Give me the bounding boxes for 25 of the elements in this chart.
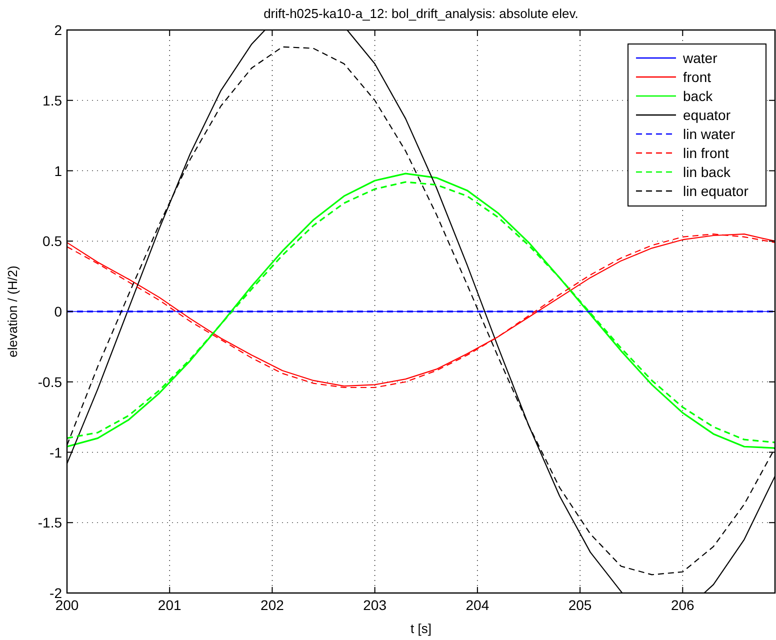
- x-tick-label: 201: [158, 597, 182, 613]
- legend-label: water: [682, 50, 718, 66]
- x-tick-label: 206: [670, 597, 695, 613]
- x-axis-title: t [s]: [410, 621, 432, 636]
- x-tick-label: 203: [363, 597, 387, 613]
- y-tick-label: 2: [54, 22, 62, 38]
- legend-label: lin front: [683, 145, 730, 161]
- legend-label: lin water: [683, 126, 736, 142]
- y-tick-label: 1.5: [42, 92, 62, 108]
- legend-label: front: [683, 69, 712, 85]
- legend-label: lin back: [683, 164, 732, 180]
- y-axis-title: elevation / (H/2): [5, 266, 20, 358]
- y-tick-label: 0.5: [42, 233, 62, 250]
- y-tick-label: -1: [50, 444, 62, 460]
- y-tick-label: -1.5: [38, 514, 62, 531]
- y-tick-label: 1: [54, 162, 62, 179]
- x-tick-label: 204: [466, 597, 490, 613]
- x-tick-label: 202: [260, 597, 284, 613]
- x-tick-label: 205: [568, 597, 592, 613]
- y-tick-label: -0.5: [38, 374, 62, 390]
- chart-title: drift-h025-ka10-a_12: bol_drift_analysis: absolute elev.: [264, 6, 578, 21]
- legend-label: lin equator: [683, 183, 749, 199]
- legend-label: equator: [683, 107, 731, 123]
- y-tick-label: 0: [54, 304, 62, 320]
- legend-label: back: [683, 88, 714, 104]
